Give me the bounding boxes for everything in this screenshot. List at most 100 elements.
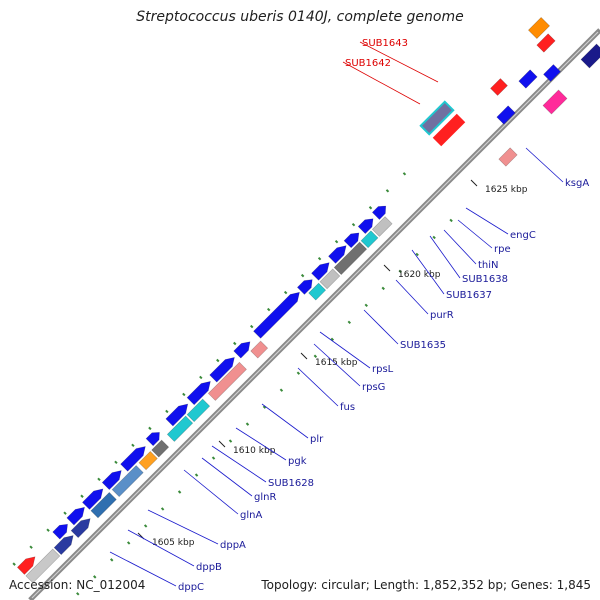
gene-label: SUB1642 — [345, 58, 391, 69]
gene-label: glnR — [254, 492, 276, 503]
scale-dot — [279, 388, 284, 392]
gene-block — [90, 491, 117, 519]
label-leader-line — [211, 445, 267, 483]
scale-dot — [131, 443, 135, 448]
scale-dot — [46, 528, 50, 532]
gene-block — [490, 78, 508, 96]
kbp-tick-mark — [383, 264, 391, 272]
gene-block — [250, 340, 269, 359]
label-leader-line — [429, 235, 461, 279]
scale-dot — [194, 473, 199, 477]
gene-block — [111, 465, 144, 498]
scale-dot — [76, 592, 80, 596]
scale-dot — [368, 206, 373, 210]
label-leader-line — [443, 229, 477, 265]
kbp-tick-label: 1615 kbp — [315, 358, 358, 368]
kbp-tick-label: 1605 kbp — [152, 538, 195, 548]
scale-dot — [330, 337, 335, 341]
scale-dot — [262, 405, 267, 409]
gene-blocks — [16, 205, 393, 584]
gene-block — [82, 488, 104, 510]
label-leader-line — [183, 469, 239, 515]
gene-block — [70, 518, 91, 539]
label-leader-line — [109, 551, 177, 587]
gene-label: dppA — [220, 540, 246, 551]
gene-label: ksgA — [565, 178, 589, 189]
label-leader-line — [395, 279, 429, 315]
scale-dot — [63, 511, 67, 515]
scale-dot — [182, 392, 186, 397]
gene-block — [343, 232, 360, 249]
gene-block — [518, 69, 538, 89]
gene-label: dppB — [196, 562, 222, 573]
scale-dot — [148, 426, 152, 431]
gene-block — [296, 279, 313, 295]
scale-dot — [317, 256, 322, 261]
gene-block — [536, 33, 556, 53]
gene-label: rpsG — [362, 382, 385, 393]
gene-block — [209, 356, 235, 383]
gene-block — [308, 282, 327, 301]
scale-dot — [300, 273, 305, 278]
kbp-tick-label: 1610 kbp — [233, 446, 276, 456]
scale-dot — [364, 303, 368, 308]
scale-dot — [432, 235, 436, 240]
gene-block — [543, 64, 561, 82]
gene-block — [496, 105, 516, 125]
accession-label: Accession: — [9, 578, 73, 592]
scale-dots — [12, 172, 453, 596]
scale-dot — [97, 477, 101, 481]
scale-dot — [266, 307, 271, 312]
scale-dot — [110, 558, 114, 562]
gene-block — [357, 218, 374, 235]
gene-block — [207, 361, 247, 401]
gene-block — [25, 548, 61, 584]
label-leader-line — [201, 457, 253, 497]
scale-dot — [334, 239, 339, 244]
scale-dot — [233, 341, 237, 346]
topology-value: circular — [321, 578, 366, 592]
label-leader-line — [147, 509, 219, 545]
gene-block — [311, 262, 330, 281]
label-leader-line — [363, 309, 399, 345]
scale-dot — [402, 172, 407, 176]
gene-block — [360, 230, 379, 249]
gene-block — [527, 16, 551, 40]
gene-block — [166, 415, 194, 442]
label-leader-line — [342, 61, 421, 105]
gene-label: dppC — [178, 582, 204, 593]
reverse-strand-blocks — [490, 16, 600, 167]
scale-dot — [449, 218, 453, 223]
accession-info: Accession: NC_012004 — [9, 578, 145, 592]
scale-dot — [199, 375, 203, 380]
gene-block — [165, 403, 189, 427]
gene-block — [138, 450, 158, 471]
scale-dot — [93, 575, 97, 579]
label-leader-line — [261, 403, 309, 439]
gene-label: purR — [430, 310, 454, 321]
label-leader-line — [313, 343, 361, 387]
label-leader-line — [297, 367, 339, 407]
genes-value: 1,845 — [556, 578, 591, 592]
kbp-ticks: 1605 kbp 1610 kbp 1615 kbp 1620 kbp 1625 kbp — [137, 179, 528, 548]
accession-value: NC_012004 — [76, 578, 146, 592]
kbp-tick-mark — [470, 179, 478, 187]
gene-block — [145, 431, 160, 447]
scale-dot — [385, 189, 390, 193]
gene-block — [101, 470, 122, 491]
gene-label: engC — [510, 230, 536, 241]
sub1643-block — [432, 113, 466, 147]
kbp-tick-mark — [300, 352, 308, 360]
gene-block — [16, 556, 36, 575]
length-label: Length: — [373, 578, 420, 592]
gene-label: glnA — [240, 510, 262, 521]
label-leader-line — [465, 207, 509, 235]
label-leader-line — [319, 331, 371, 369]
gene-block — [66, 506, 85, 526]
gene-block — [319, 268, 341, 290]
scale-dot — [347, 320, 352, 325]
kbp-tick-label: 1625 kbp — [485, 185, 528, 195]
gene-label: pgk — [288, 456, 307, 467]
